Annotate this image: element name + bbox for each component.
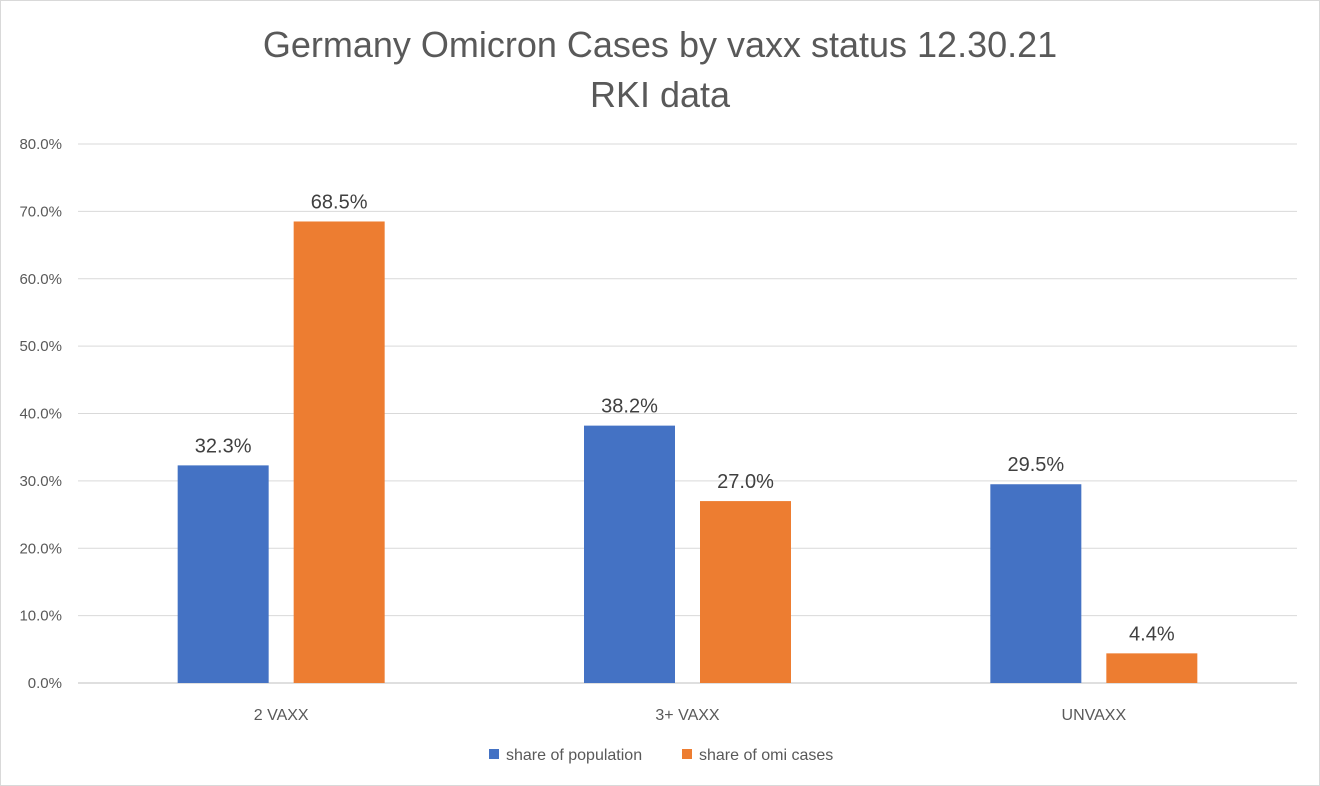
bar-share-of-population-0 [177, 465, 269, 683]
bar-share-of-omi-cases-1 [700, 501, 791, 683]
data-label: 68.5% [311, 191, 368, 213]
bar-share-of-omi-cases-2 [1106, 653, 1198, 683]
x-axis-categories: 2 VAXX 3+ VAXX UNVAXX [254, 707, 1127, 724]
y-tick-label: 0.0% [28, 675, 62, 692]
chart-title: Germany Omicron Cases by vaxx status 12.… [263, 24, 1057, 65]
legend-swatch [489, 749, 499, 759]
y-tick-label: 20.0% [19, 540, 62, 557]
legend-swatch [682, 749, 692, 759]
bars [177, 221, 1198, 683]
legend-label: share of omi cases [699, 747, 833, 764]
data-labels: 32.3% 68.5% 38.2% 27.0% 29.5% 4.4% [195, 191, 1175, 645]
data-label: 27.0% [717, 471, 774, 493]
y-tick-label: 60.0% [19, 271, 62, 288]
y-axis-ticks: 0.0% 10.0% 20.0% 30.0% 40.0% 50.0% 60.0% 70.0% 8… [19, 136, 62, 692]
y-tick-label: 40.0% [19, 406, 62, 423]
x-category-label: UNVAXX [1062, 707, 1127, 724]
data-label: 29.5% [1007, 454, 1064, 476]
y-tick-label: 50.0% [19, 338, 62, 355]
legend: share of population share of omi cases [489, 747, 833, 764]
gridlines [78, 143, 1297, 684]
y-tick-label: 10.0% [19, 608, 62, 625]
bar-share-of-omi-cases-0 [293, 221, 385, 683]
legend-label: share of population [506, 747, 642, 764]
bar-share-of-population-1 [584, 425, 675, 683]
chart-subtitle: RKI data [590, 74, 731, 115]
y-tick-label: 70.0% [19, 203, 62, 220]
y-tick-label: 30.0% [19, 473, 62, 490]
data-label: 38.2% [601, 396, 658, 418]
x-category-label: 3+ VAXX [655, 707, 720, 724]
data-label: 4.4% [1129, 623, 1175, 645]
x-category-label: 2 VAXX [254, 707, 309, 724]
data-label: 32.3% [195, 435, 252, 457]
bar-share-of-population-2 [990, 484, 1082, 683]
y-tick-label: 80.0% [19, 136, 62, 153]
